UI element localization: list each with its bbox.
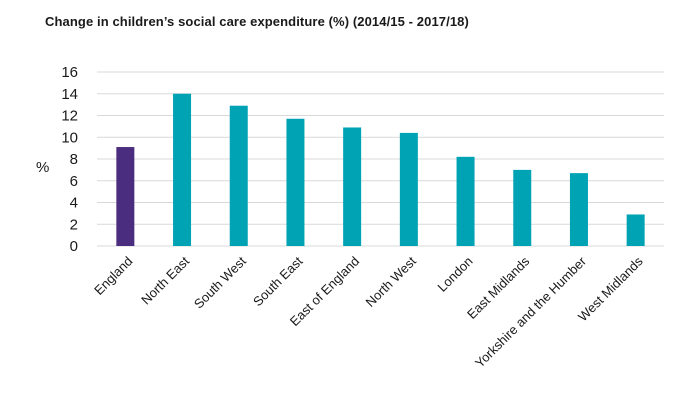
y-tick-label: 8 <box>70 151 78 168</box>
x-tick-label: North East <box>138 253 192 307</box>
bar <box>343 127 362 246</box>
y-tick-label: 2 <box>70 216 78 233</box>
bar <box>513 169 532 246</box>
y-tick-label: 16 <box>61 64 78 81</box>
bar <box>286 118 305 246</box>
bar <box>569 173 588 246</box>
bar <box>456 156 475 246</box>
bar <box>229 105 248 247</box>
x-tick-label: Yorkshire and the Humber <box>472 253 590 371</box>
y-tick-label: 10 <box>61 129 78 146</box>
bar <box>399 132 418 246</box>
chart-title: Change in children’s social care expendi… <box>45 14 469 29</box>
y-tick-label: 6 <box>70 173 78 190</box>
y-tick-label: 14 <box>61 86 78 103</box>
x-tick-label: South West <box>191 253 249 311</box>
y-tick-label: 0 <box>70 238 78 255</box>
y-tick-label: 4 <box>70 195 78 212</box>
x-tick-label: North West <box>363 253 420 310</box>
x-tick-label: London <box>434 254 475 295</box>
bar <box>116 147 135 246</box>
bar <box>626 214 645 246</box>
x-tick-label: England <box>91 254 135 298</box>
y-axis-label: % <box>36 159 49 176</box>
x-tick-label: South East <box>250 253 306 309</box>
y-tick-label: 12 <box>61 108 78 125</box>
bar <box>173 93 192 246</box>
